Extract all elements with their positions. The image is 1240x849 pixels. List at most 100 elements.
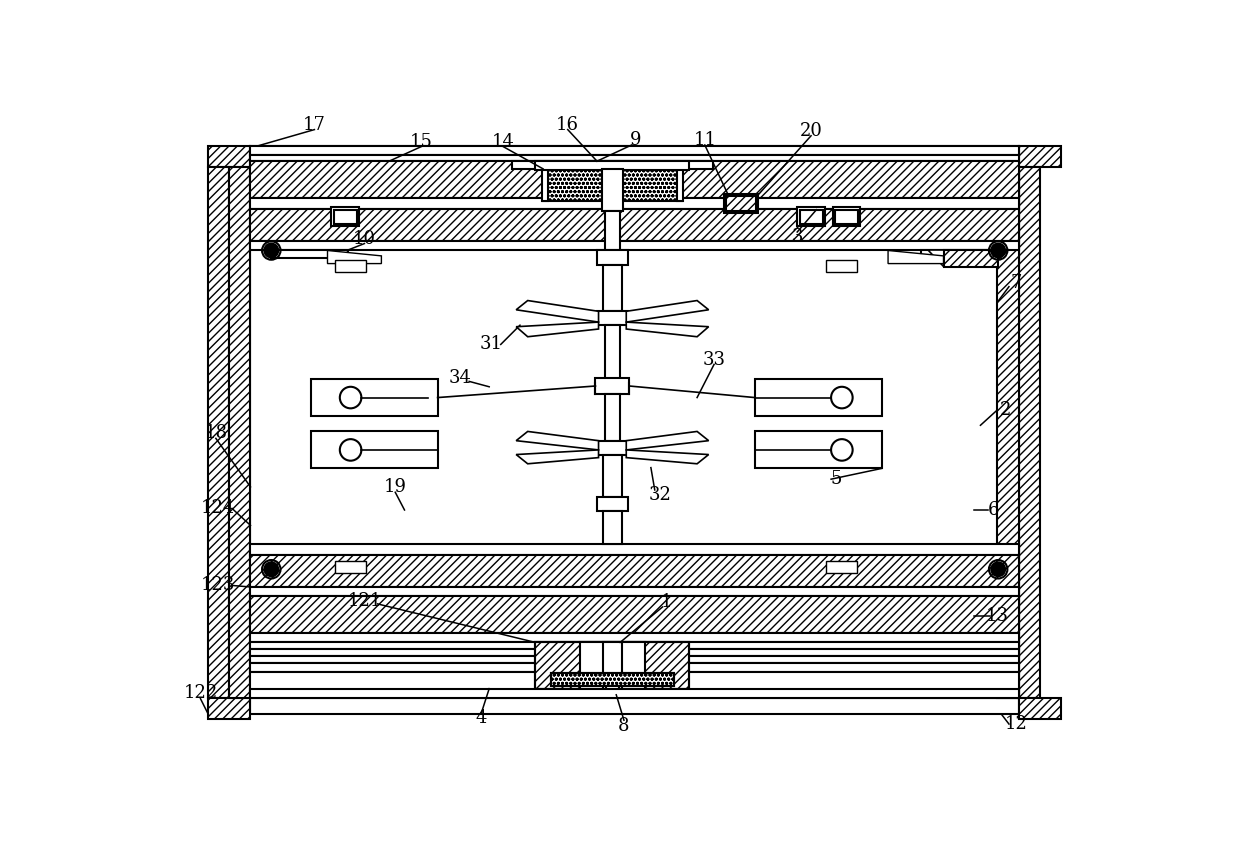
Text: 4: 4 xyxy=(476,709,487,727)
Bar xyxy=(596,250,627,265)
Bar xyxy=(596,497,627,511)
Text: 10: 10 xyxy=(353,230,376,248)
Bar xyxy=(331,207,360,226)
Bar xyxy=(551,673,675,685)
Bar xyxy=(543,169,682,201)
Text: 19: 19 xyxy=(383,478,407,496)
Bar xyxy=(208,166,229,698)
Text: 16: 16 xyxy=(557,116,579,134)
Bar xyxy=(835,210,858,223)
Bar xyxy=(596,312,627,325)
Bar xyxy=(677,169,683,201)
Bar xyxy=(335,561,366,573)
Polygon shape xyxy=(516,322,599,337)
Text: 5: 5 xyxy=(830,470,842,488)
Circle shape xyxy=(264,244,278,257)
Bar xyxy=(826,561,857,573)
Polygon shape xyxy=(626,431,708,450)
Bar xyxy=(603,265,621,312)
Bar xyxy=(310,380,438,416)
Circle shape xyxy=(991,244,1006,257)
Text: 124: 124 xyxy=(201,499,236,517)
Polygon shape xyxy=(516,301,599,322)
Polygon shape xyxy=(516,431,599,450)
Polygon shape xyxy=(626,450,708,464)
Circle shape xyxy=(991,562,1006,576)
Bar xyxy=(605,211,620,250)
Polygon shape xyxy=(327,564,382,579)
Text: 20: 20 xyxy=(800,122,822,140)
Polygon shape xyxy=(888,564,944,579)
Bar xyxy=(944,250,998,267)
Bar xyxy=(536,161,689,171)
Bar xyxy=(596,441,627,454)
Bar xyxy=(755,431,882,469)
Bar xyxy=(797,207,825,226)
Text: 7: 7 xyxy=(1011,274,1022,292)
Bar xyxy=(603,454,621,497)
Bar xyxy=(250,146,1019,714)
Text: 17: 17 xyxy=(303,116,326,134)
Text: 18: 18 xyxy=(205,424,227,442)
Bar xyxy=(208,698,250,718)
Bar xyxy=(250,198,1019,209)
Bar xyxy=(603,511,621,544)
Bar xyxy=(605,325,620,387)
Polygon shape xyxy=(888,250,944,263)
Text: 32: 32 xyxy=(649,486,672,503)
Bar xyxy=(208,146,250,166)
Bar xyxy=(595,378,630,395)
Text: 11: 11 xyxy=(693,132,717,149)
Text: 1: 1 xyxy=(661,593,672,611)
Text: 123: 123 xyxy=(201,576,236,594)
Polygon shape xyxy=(626,322,708,337)
Text: 9: 9 xyxy=(630,132,641,149)
Bar xyxy=(826,260,857,272)
Bar xyxy=(250,146,1019,155)
Text: 14: 14 xyxy=(491,133,515,151)
Bar xyxy=(229,166,250,698)
Bar xyxy=(512,161,713,169)
Bar xyxy=(1019,166,1040,698)
Bar xyxy=(536,643,689,689)
Polygon shape xyxy=(516,450,599,464)
Bar xyxy=(250,689,1019,698)
Text: 3: 3 xyxy=(791,228,804,245)
Text: 122: 122 xyxy=(184,684,217,702)
Bar xyxy=(250,209,1019,241)
Bar xyxy=(250,596,1019,633)
Bar xyxy=(551,673,675,685)
Text: 6: 6 xyxy=(988,501,999,519)
Text: 12: 12 xyxy=(1006,715,1028,733)
Bar xyxy=(606,685,619,694)
Bar xyxy=(250,241,1019,250)
Bar xyxy=(250,161,1019,198)
Bar xyxy=(1019,698,1061,718)
Circle shape xyxy=(264,562,278,576)
Text: 33: 33 xyxy=(703,351,725,368)
Bar xyxy=(250,649,1019,655)
Polygon shape xyxy=(327,250,382,263)
Text: 13: 13 xyxy=(986,607,1009,625)
Bar xyxy=(250,655,1019,663)
Bar xyxy=(250,155,1019,161)
Bar xyxy=(250,587,1019,596)
Text: 2: 2 xyxy=(999,401,1011,419)
Bar xyxy=(580,643,645,689)
Text: 8: 8 xyxy=(619,717,630,734)
Text: 34: 34 xyxy=(449,368,471,386)
Bar xyxy=(542,169,548,201)
Bar xyxy=(997,166,1019,698)
Bar xyxy=(250,663,1019,672)
Bar xyxy=(603,643,621,689)
Bar xyxy=(250,672,1019,698)
Text: 15: 15 xyxy=(410,133,433,151)
Bar xyxy=(335,260,366,272)
Bar xyxy=(536,643,689,689)
Bar xyxy=(250,633,1019,643)
Bar xyxy=(334,210,357,223)
Text: 31: 31 xyxy=(479,335,502,353)
Bar xyxy=(605,395,620,441)
Polygon shape xyxy=(928,250,998,267)
Bar xyxy=(1019,146,1061,166)
